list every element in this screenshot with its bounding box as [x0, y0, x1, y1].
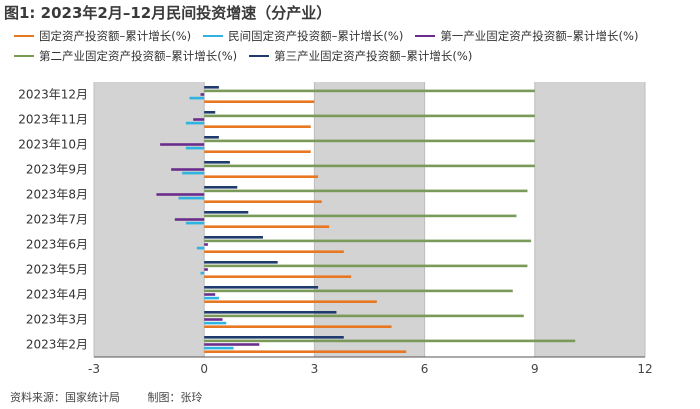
bar: [204, 136, 219, 139]
bar: [204, 150, 311, 153]
bar: [204, 89, 535, 93]
bar: [204, 114, 535, 118]
bar: [204, 139, 535, 143]
bar: [174, 218, 205, 221]
bar: [204, 318, 223, 321]
bar: [204, 261, 278, 264]
y-category-label: 2023年5月: [26, 263, 88, 277]
bar: [204, 339, 576, 343]
legend-swatch: [203, 35, 224, 37]
bar: [204, 289, 513, 293]
bar: [182, 171, 205, 175]
bar: [185, 221, 205, 225]
y-category-label: 2023年12月: [18, 88, 88, 102]
legend-item-secondary: 第二产业固定资产投资额–累计增长(%): [14, 48, 237, 64]
legend-row-1: 固定资产投资额–累计增长(%) 民间固定资产投资额–累计增长(%) 第一产业固定…: [14, 26, 694, 46]
x-tick-label: 12: [637, 362, 652, 376]
bar: [204, 293, 216, 296]
legend-label: 第一产业固定资产投资额–累计增长(%): [440, 29, 639, 43]
bar: [204, 296, 219, 300]
legend-label: 第二产业固定资产投资额–累计增长(%): [39, 49, 238, 63]
bar: [204, 189, 528, 193]
bar: [204, 286, 319, 289]
chart-title: 图1: 2023年2月–12月民间投资增速（分产业）: [4, 4, 332, 22]
bar: [204, 346, 234, 350]
bar: [178, 196, 205, 200]
chart-legend: 固定资产投资额–累计增长(%) 民间固定资产投资额–累计增长(%) 第一产业固定…: [14, 26, 694, 66]
bar: [204, 100, 315, 103]
bar: [204, 268, 208, 271]
bar: [204, 321, 227, 325]
plot-band: [534, 82, 645, 357]
bar: [204, 300, 377, 303]
chart-footer: 资料来源：国家统计局 制图：张玲: [10, 389, 227, 405]
bar: [200, 271, 205, 275]
y-category-label: 2023年9月: [26, 163, 88, 177]
bar: [185, 121, 205, 125]
bar: [204, 211, 249, 214]
legend-swatch: [415, 35, 436, 37]
y-category-label: 2023年8月: [26, 188, 88, 202]
bar: [204, 275, 352, 278]
x-tick-label: -3: [88, 362, 100, 376]
bar: [204, 350, 407, 353]
y-category-label: 2023年6月: [26, 238, 88, 252]
legend-row-2: 第二产业固定资产投资额–累计增长(%) 第三产业固定资产投资额–累计增长(%): [14, 46, 694, 66]
bar: [204, 311, 337, 314]
legend-swatch: [249, 55, 270, 57]
legend-swatch: [14, 35, 34, 37]
bar: [189, 96, 205, 100]
bar: [204, 236, 263, 239]
legend-label: 民间固定资产投资额–累计增长(%): [228, 29, 404, 43]
x-tick-label: 3: [311, 362, 319, 376]
bar: [204, 214, 517, 218]
source-note: 资料来源：国家统计局: [10, 391, 120, 404]
x-tick-label: 0: [200, 362, 208, 376]
bar: [193, 118, 205, 121]
legend-item-private: 民间固定资产投资额–累计增长(%): [203, 28, 403, 44]
bar: [204, 86, 219, 89]
bar: [204, 343, 260, 346]
bar: [204, 111, 216, 114]
bar: [200, 93, 205, 96]
y-category-label: 2023年7月: [26, 213, 88, 227]
plot-band: [424, 82, 535, 357]
bar: [204, 243, 208, 246]
bar: [204, 325, 392, 328]
bar: [204, 200, 322, 203]
legend-item-fixed-asset: 固定资产投资额–累计增长(%): [14, 28, 191, 44]
bar: [204, 175, 319, 178]
legend-label: 第三产业固定资产投资额–累计增长(%): [274, 49, 473, 63]
bar: [204, 161, 230, 164]
y-category-label: 2023年10月: [18, 138, 88, 152]
bar: [204, 186, 238, 189]
bar: [171, 168, 205, 171]
x-tick-label: 6: [421, 362, 429, 376]
bar: [196, 246, 205, 250]
bar: [204, 314, 524, 318]
bar: [204, 250, 344, 253]
legend-label: 固定资产投资额–累计增长(%): [39, 29, 192, 43]
bar: [204, 336, 344, 339]
legend-swatch: [14, 55, 34, 57]
y-category-label: 2023年4月: [26, 288, 88, 302]
bar: [204, 125, 311, 128]
bar: [156, 193, 205, 196]
bar: [204, 164, 535, 168]
y-category-label: 2023年2月: [26, 338, 88, 352]
bar: [160, 143, 205, 146]
y-category-label: 2023年11月: [18, 113, 88, 127]
bar: [204, 239, 532, 243]
y-category-label: 2023年3月: [26, 313, 88, 327]
legend-item-primary: 第一产业固定资产投资额–累计增长(%): [415, 28, 638, 44]
legend-item-tertiary: 第三产业固定资产投资额–累计增长(%): [249, 48, 472, 64]
bar: [185, 146, 205, 150]
x-tick-label: 9: [531, 362, 539, 376]
bar: [204, 264, 528, 268]
bar: [204, 225, 330, 228]
author-note: 制图：张玲: [147, 391, 203, 404]
